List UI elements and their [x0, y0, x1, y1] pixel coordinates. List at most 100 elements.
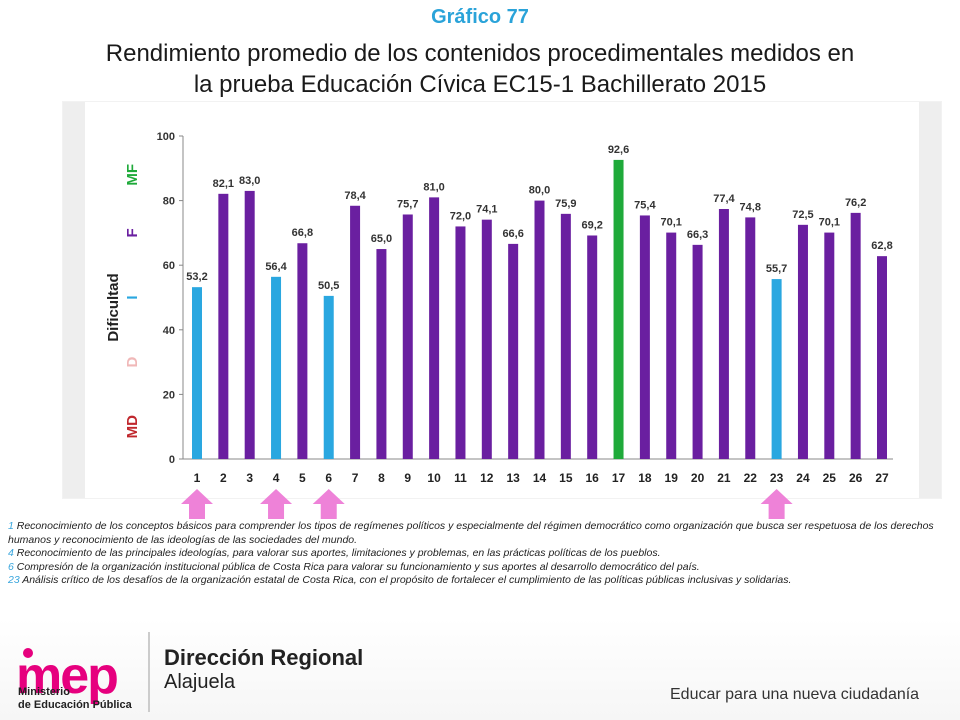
bar-value-label: 50,5: [318, 280, 339, 292]
bar-value-label: 62,8: [871, 240, 892, 252]
y-tick-label: 40: [163, 325, 175, 337]
bar-chart: 0 20 40 60 80 100 Dificultad MD D I F MF 53,2 1 82,1…: [63, 102, 941, 498]
mep-logo: mep: [16, 647, 119, 705]
x-tick-label: 23: [770, 471, 784, 485]
bar-value-label: 66,8: [292, 227, 313, 239]
bar: [350, 205, 361, 459]
item-notes: 1 Reconocimiento de los conceptos básico…: [8, 520, 948, 588]
x-tick-label: 5: [299, 471, 306, 485]
bar-value-label: 78,4: [344, 190, 366, 202]
bar: [455, 226, 466, 459]
x-tick-label: 6: [325, 471, 332, 485]
bar: [718, 208, 729, 459]
footer: [0, 618, 960, 720]
tagline: Educar para una nueva ciudadanía: [670, 686, 920, 703]
x-tick-label: 11: [454, 471, 467, 485]
bar-value-label: 82,1: [213, 178, 234, 190]
difficulty-band-label: MF: [124, 164, 141, 186]
x-tick-label: 3: [246, 471, 253, 485]
highlight-arrow: [312, 489, 345, 519]
x-tick-label: 12: [480, 471, 494, 485]
bar: [192, 287, 202, 459]
bar: [271, 276, 282, 459]
note-4: 4 Reconocimiento de las principales ideo…: [8, 547, 661, 559]
bar: [850, 212, 861, 459]
difficulty-band-label: D: [124, 357, 141, 368]
y-tick-label: 60: [163, 260, 175, 272]
difficulty-band-label: MD: [124, 415, 141, 438]
bar-value-label: 55,7: [766, 263, 787, 275]
bar-value-label: 75,4: [634, 199, 656, 211]
highlight-arrows: [181, 489, 793, 519]
bar: [692, 244, 703, 459]
bar: [508, 243, 519, 459]
bar: [402, 214, 413, 459]
x-tick-label: 13: [506, 471, 520, 485]
y-tick-label: 80: [163, 196, 175, 208]
bar: [429, 197, 440, 459]
x-tick-label: 10: [427, 471, 441, 485]
note-1: 1 Reconocimiento de los conceptos básico…: [8, 520, 934, 546]
bar-value-label: 80,0: [529, 185, 550, 197]
logo-subtitle: Ministerio de Educación Pública: [18, 686, 132, 711]
x-tick-label: 16: [586, 471, 600, 485]
bar-value-label: 66,6: [502, 228, 523, 240]
note-6: 6 Compresión de la organización instituc…: [8, 560, 700, 573]
bar: [613, 159, 624, 459]
bar: [639, 215, 650, 459]
footer-divider: [148, 632, 150, 712]
x-tick-label: 7: [352, 471, 359, 485]
x-tick-label: 25: [823, 471, 837, 485]
difficulty-band-label: F: [124, 228, 141, 237]
x-tick-label: 22: [744, 471, 758, 485]
y-tick-label: 0: [169, 454, 175, 466]
x-tick-label: 15: [559, 471, 573, 485]
bar-value-label: 70,1: [661, 217, 682, 229]
bar: [666, 232, 677, 459]
x-tick-label: 2: [220, 471, 227, 485]
y-tick-label: 100: [157, 131, 175, 143]
bar-value-label: 83,0: [239, 175, 260, 187]
x-tick-label: 24: [796, 471, 810, 485]
y-tick-label: 20: [163, 389, 175, 401]
bar: [323, 295, 334, 459]
bar: [481, 219, 492, 459]
x-tick-label: 21: [717, 471, 731, 485]
bar: [297, 243, 308, 459]
x-tick-label: 20: [691, 471, 705, 485]
chart-kicker: Gráfico 77: [431, 6, 529, 28]
x-tick-label: 27: [875, 471, 889, 485]
chart-area: 0 20 40 60 80 100 Dificultad MD D I F MF 53,2 1 82,1…: [63, 102, 941, 498]
bar-value-label: 72,5: [792, 209, 813, 221]
bar-value-label: 72,0: [450, 210, 471, 222]
note-23: 23 Análisis crítico de los desafíos de l…: [8, 574, 792, 586]
bar: [745, 217, 756, 459]
bar-value-label: 65,0: [371, 233, 392, 245]
bar-value-label: 74,8: [740, 201, 761, 213]
bar-value-label: 77,4: [713, 193, 735, 205]
logo-word: mep: [16, 647, 117, 705]
bar: [218, 193, 229, 459]
region-name: Alajuela: [164, 671, 236, 693]
y-axis-title: Dificultad: [105, 273, 122, 341]
bar-value-label: 75,7: [397, 198, 418, 210]
bar: [534, 200, 545, 459]
bar: [877, 256, 887, 459]
highlight-arrow: [760, 489, 793, 519]
chart-title-line-1: Rendimiento promedio de los contenidos p…: [105, 40, 855, 67]
x-tick-label: 18: [638, 471, 652, 485]
bar-value-label: 92,6: [608, 144, 629, 156]
bar: [244, 190, 255, 459]
x-tick-label: 9: [404, 471, 411, 485]
x-tick-label: 8: [378, 471, 385, 485]
highlight-arrow: [181, 489, 213, 519]
bar: [771, 279, 782, 459]
x-tick-label: 17: [612, 471, 626, 485]
bar-value-label: 69,2: [581, 219, 602, 231]
bar-value-label: 81,0: [423, 181, 444, 193]
bar-value-label: 53,2: [186, 271, 207, 283]
highlight-arrow: [260, 489, 293, 519]
bar-value-label: 75,9: [555, 198, 576, 210]
bar: [560, 213, 571, 459]
x-tick-label: 26: [849, 471, 863, 485]
